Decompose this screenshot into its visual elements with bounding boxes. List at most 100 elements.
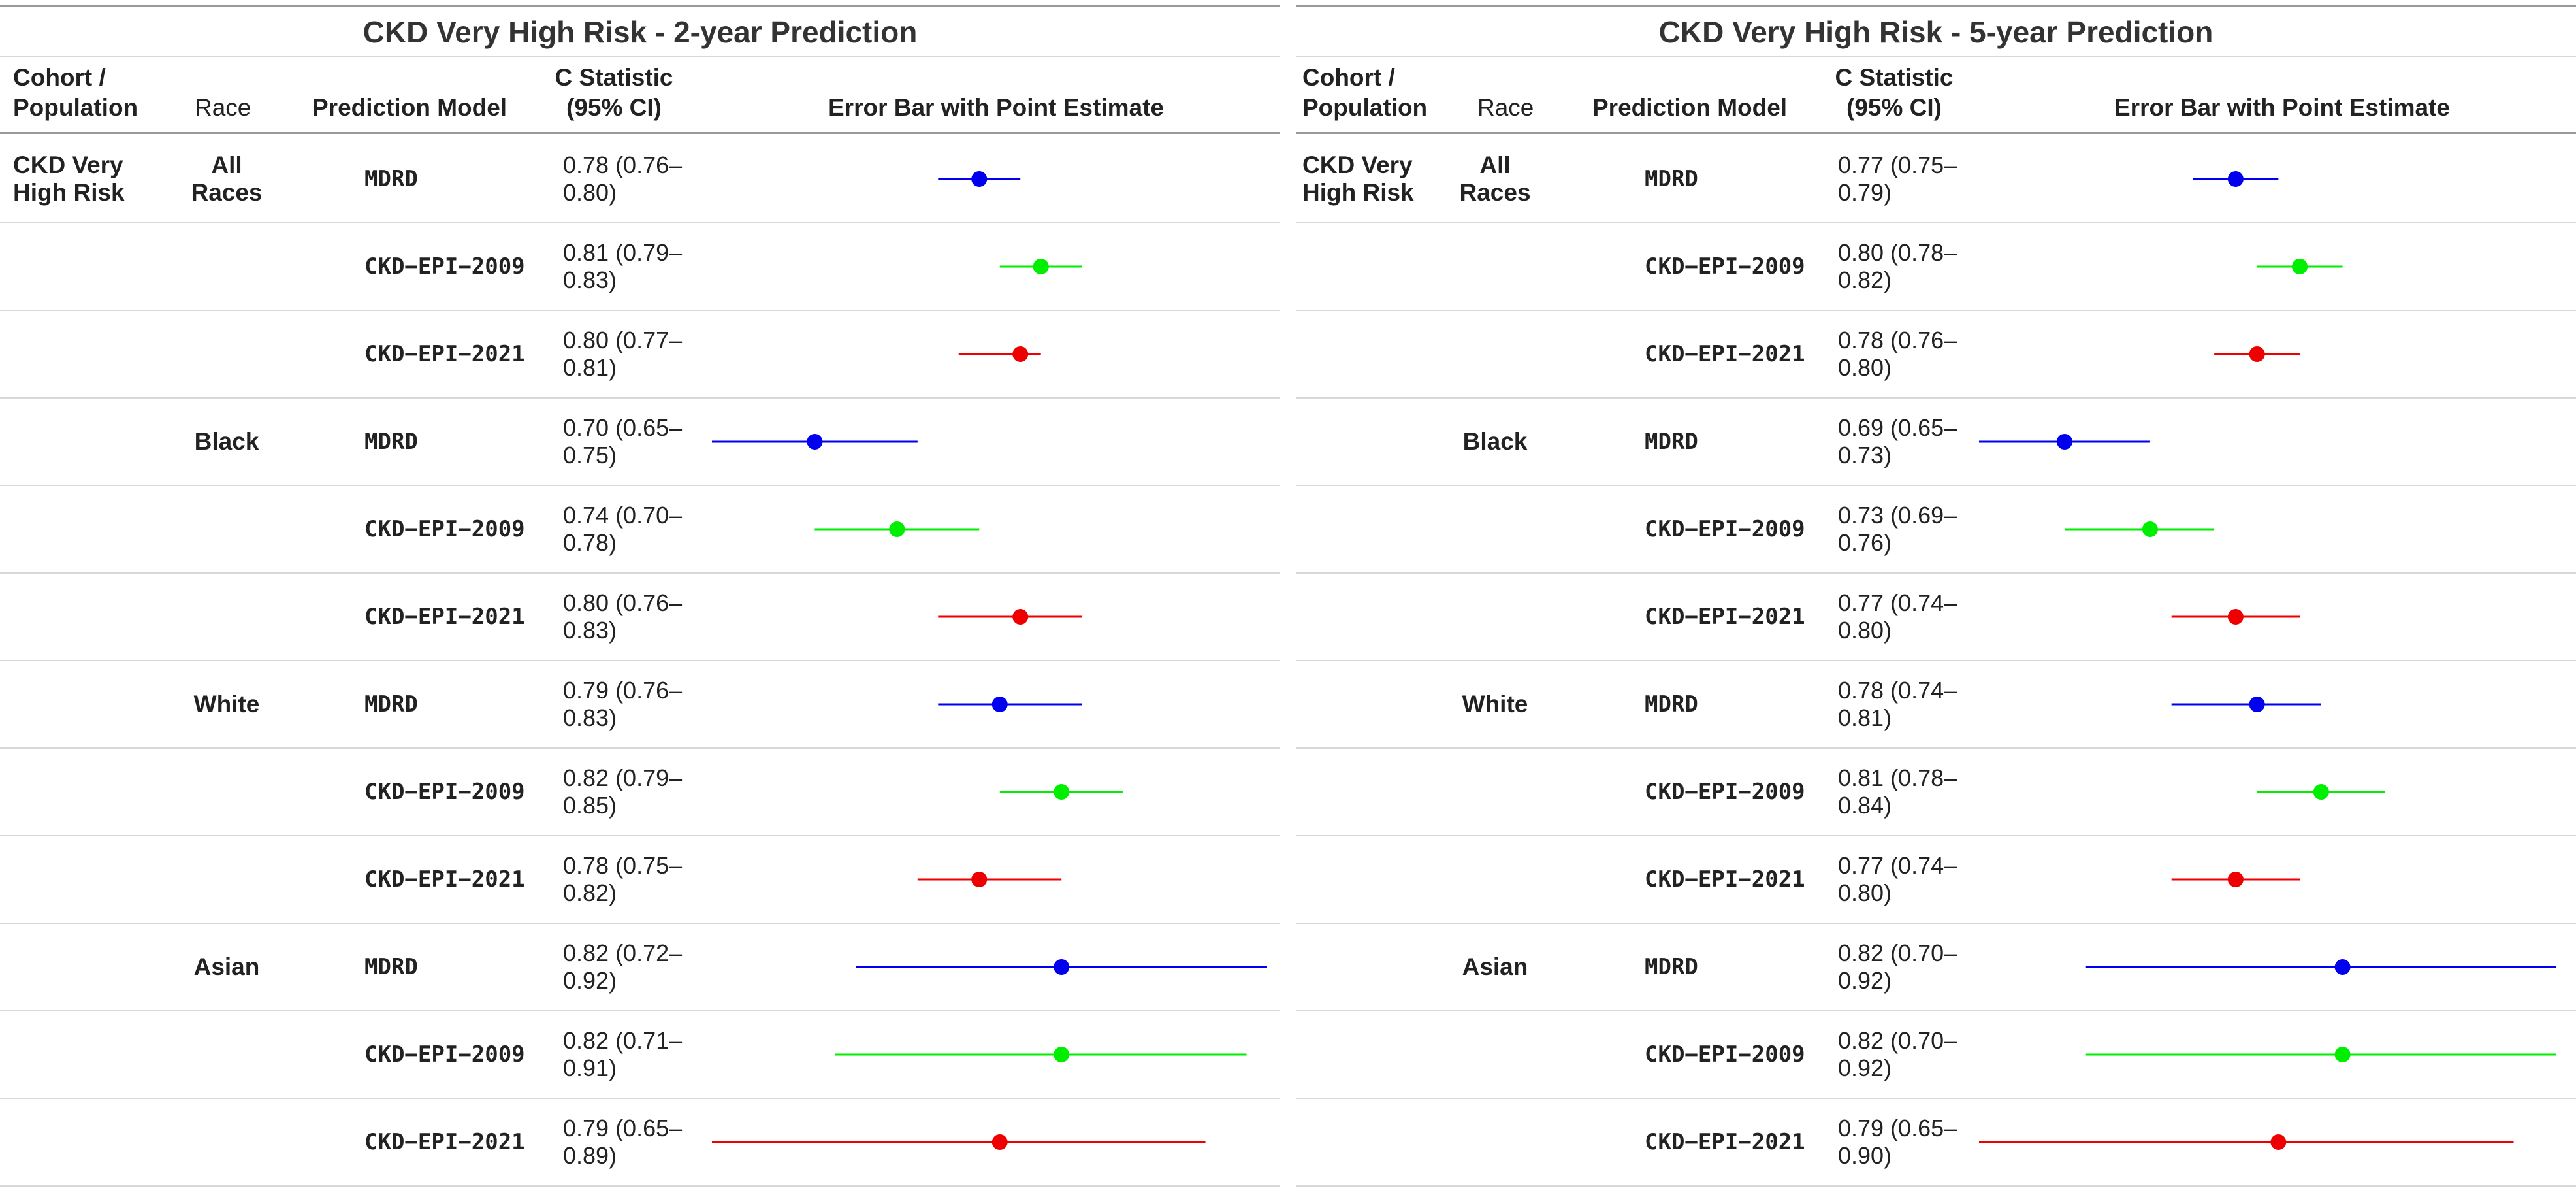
model-label: CKD−EPI−2009 — [364, 516, 525, 542]
c-statistic-value: 0.69 (0.65– 0.73) — [1838, 414, 1957, 468]
model-label: CKD−EPI−2009 — [1645, 1041, 1805, 1068]
c-statistic-value: 0.77 (0.74– 0.80) — [1838, 589, 1957, 644]
c-statistic-value: 0.77 (0.74– 0.80) — [1838, 852, 1957, 906]
point-estimate — [971, 171, 988, 187]
point-estimate — [2249, 346, 2265, 362]
model-label: CKD−EPI−2009 — [364, 779, 525, 805]
row-separator — [0, 1185, 1280, 1187]
race-label: All Races — [1459, 152, 1531, 206]
model-label: CKD−EPI−2021 — [1645, 1129, 1805, 1155]
model-label: CKD−EPI−2009 — [1645, 516, 1805, 542]
header-cstat: C Statistic (95% CI) — [555, 64, 673, 121]
point-estimate — [991, 1134, 1008, 1150]
row-separator — [1296, 923, 2576, 924]
row-separator — [0, 222, 1280, 223]
c-statistic-value: 0.79 (0.65– 0.90) — [1838, 1115, 1957, 1169]
row-separator — [1296, 1098, 2576, 1099]
row-separator — [0, 835, 1280, 836]
header-cohort: Cohort / Population — [1302, 64, 1428, 121]
c-statistic-value: 0.82 (0.70– 0.92) — [1838, 1027, 1957, 1081]
panel-5-year: CKD Very High Risk - 5-year Prediction C… — [1296, 0, 2576, 1197]
point-estimate — [2227, 872, 2244, 887]
point-estimate — [889, 521, 905, 537]
header-race: Race — [195, 94, 251, 121]
race-label: Asian — [1462, 953, 1528, 980]
c-statistic-value: 0.79 (0.76– 0.83) — [563, 677, 683, 731]
point-estimate — [971, 872, 988, 887]
c-statistic-value: 0.80 (0.77– 0.81) — [563, 327, 683, 381]
row-separator — [0, 485, 1280, 486]
c-statistic-value: 0.81 (0.79– 0.83) — [563, 239, 683, 293]
c-statistic-value: 0.80 (0.76– 0.83) — [563, 589, 683, 644]
model-label: CKD−EPI−2009 — [1645, 779, 1805, 805]
header-rule — [1296, 132, 2576, 134]
model-label: MDRD — [1645, 166, 1698, 192]
row-separator — [0, 923, 1280, 924]
model-label: CKD−EPI−2021 — [364, 866, 525, 893]
race-label: White — [193, 691, 260, 717]
point-estimate — [2142, 521, 2158, 537]
point-estimate — [2227, 171, 2244, 187]
model-label: CKD−EPI−2021 — [364, 604, 525, 630]
point-estimate — [1033, 259, 1049, 274]
title-rule — [0, 56, 1280, 57]
row-separator — [1296, 222, 2576, 223]
cohort-label: CKD Very High Risk — [1302, 152, 1414, 206]
c-statistic-value: 0.78 (0.76– 0.80) — [563, 152, 683, 206]
c-statistic-value: 0.78 (0.76– 0.80) — [1838, 327, 1957, 381]
row-separator — [1296, 835, 2576, 836]
model-label: CKD−EPI−2021 — [1645, 341, 1805, 367]
top-rule — [1296, 5, 2576, 7]
race-label: Asian — [193, 953, 260, 980]
race-label: Black — [194, 428, 259, 455]
row-separator — [1296, 660, 2576, 661]
title-rule — [1296, 56, 2576, 57]
point-estimate — [1012, 609, 1029, 625]
point-estimate — [2292, 259, 2308, 274]
model-label: CKD−EPI−2021 — [364, 1129, 525, 1155]
c-statistic-value: 0.80 (0.78– 0.82) — [1838, 239, 1957, 293]
point-estimate — [1054, 1047, 1070, 1062]
model-label: MDRD — [364, 691, 418, 717]
row-separator — [1296, 1185, 2576, 1187]
point-estimate — [1054, 784, 1070, 800]
row-separator — [1296, 310, 2576, 311]
point-estimate — [1012, 346, 1029, 362]
model-label: MDRD — [364, 429, 418, 455]
c-statistic-value: 0.82 (0.79– 0.85) — [563, 764, 683, 819]
model-label: MDRD — [1645, 429, 1698, 455]
row-separator — [0, 1010, 1280, 1011]
point-estimate — [2249, 697, 2265, 712]
row-separator — [0, 572, 1280, 574]
header-model: Prediction Model — [312, 94, 507, 121]
row-separator — [0, 660, 1280, 661]
header-plot: Error Bar with Point Estimate — [828, 94, 1164, 121]
point-estimate — [2334, 959, 2351, 975]
c-statistic-value: 0.82 (0.70– 0.92) — [1838, 940, 1957, 994]
model-label: CKD−EPI−2009 — [1645, 254, 1805, 280]
c-statistic-value: 0.81 (0.78– 0.84) — [1838, 764, 1957, 819]
race-label: White — [1462, 691, 1528, 717]
header-model: Prediction Model — [1592, 94, 1788, 121]
race-label: All Races — [191, 152, 263, 206]
header-race: Race — [1477, 94, 1534, 121]
header-cohort: Cohort / Population — [13, 64, 138, 121]
panel-title: CKD Very High Risk - 2-year Prediction — [362, 15, 918, 49]
model-label: MDRD — [364, 954, 418, 980]
model-label: CKD−EPI−2021 — [364, 341, 525, 367]
model-label: CKD−EPI−2009 — [364, 1041, 525, 1068]
panel-title: CKD Very High Risk - 5-year Prediction — [1658, 15, 2214, 49]
top-rule — [0, 5, 1280, 7]
point-estimate — [991, 697, 1008, 712]
c-statistic-value: 0.70 (0.65– 0.75) — [563, 414, 683, 468]
panel-2-year: CKD Very High Risk - 2-year Prediction C… — [0, 0, 1280, 1197]
row-separator — [0, 397, 1280, 399]
model-label: CKD−EPI−2009 — [364, 254, 525, 280]
model-label: MDRD — [1645, 691, 1698, 717]
model-label: CKD−EPI−2021 — [1645, 604, 1805, 630]
c-statistic-value: 0.82 (0.71– 0.91) — [563, 1027, 683, 1081]
c-statistic-value: 0.82 (0.72– 0.92) — [563, 940, 683, 994]
header-cstat: C Statistic (95% CI) — [1835, 64, 1954, 121]
model-label: MDRD — [1645, 954, 1698, 980]
point-estimate — [807, 434, 823, 450]
